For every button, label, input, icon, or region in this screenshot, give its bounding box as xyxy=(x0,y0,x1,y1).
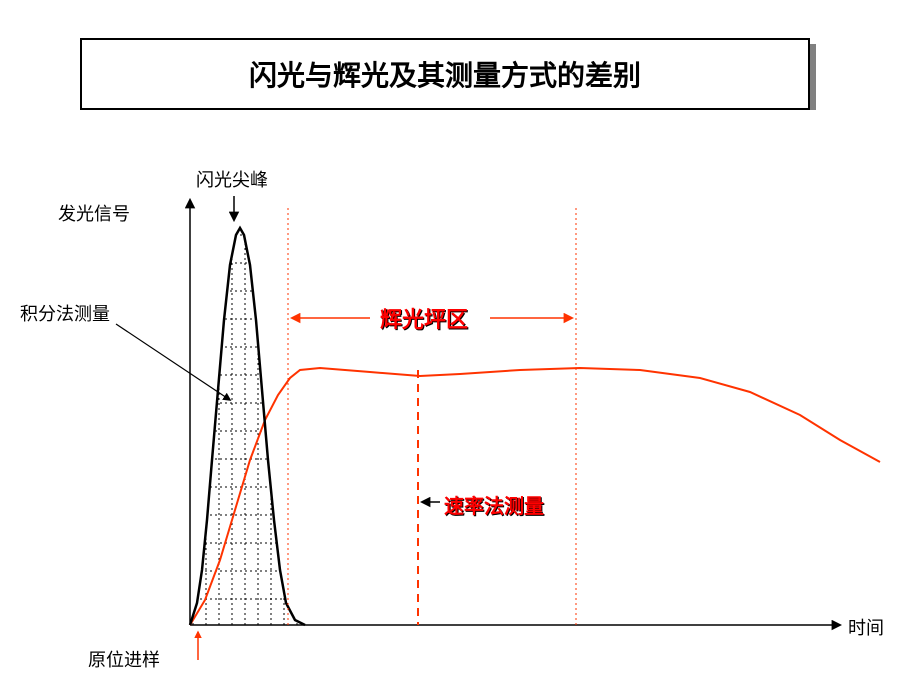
y-axis-label: 发光信号 xyxy=(58,200,130,226)
glow-region-label: 辉光坪区 xyxy=(380,302,468,334)
integral-label: 积分法测量 xyxy=(20,300,110,326)
flash-curve xyxy=(190,228,305,625)
chart-svg xyxy=(0,0,920,690)
rate-label: 速率法测量 xyxy=(444,490,544,519)
flash-peak-label: 闪光尖峰 xyxy=(196,166,268,192)
hatch-grid xyxy=(190,228,305,625)
origin-label: 原位进样 xyxy=(88,646,160,672)
x-axis-label: 时间 xyxy=(848,614,884,640)
integral-line xyxy=(116,324,230,400)
